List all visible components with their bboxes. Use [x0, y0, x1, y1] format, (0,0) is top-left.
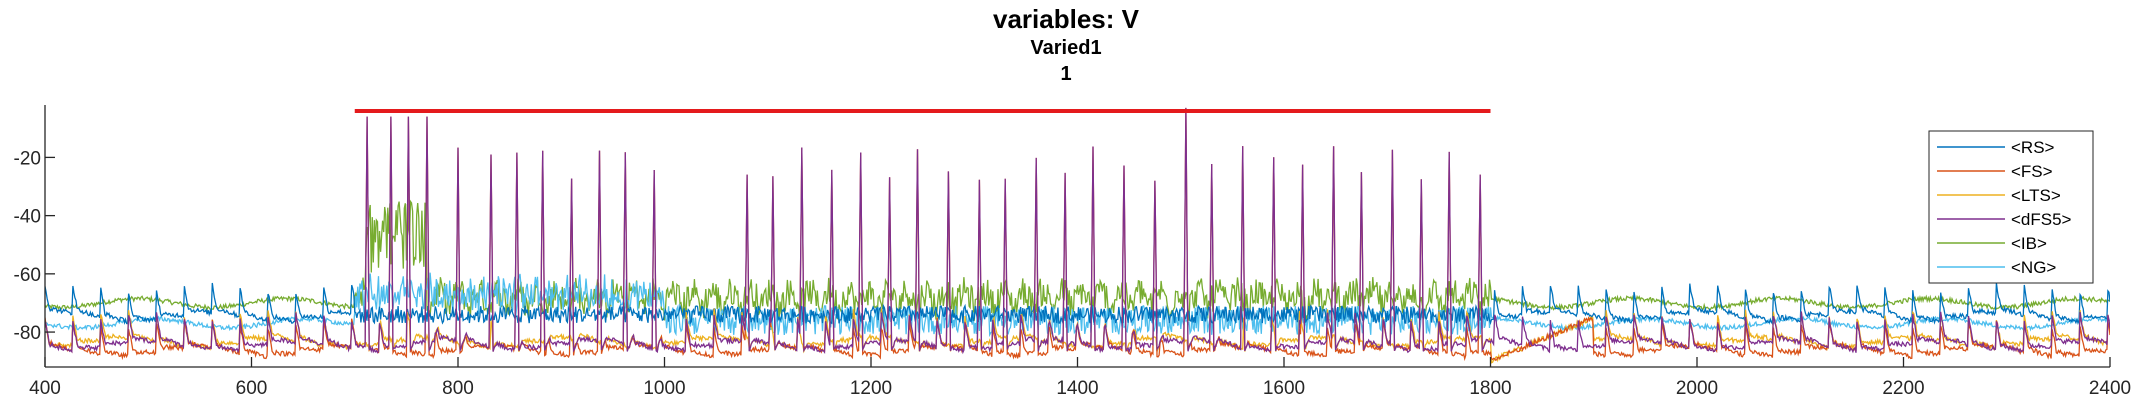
chart-title: variables: V [993, 4, 1140, 34]
series-layer [45, 107, 2110, 364]
x-tick-label: 2200 [1882, 378, 1924, 399]
legend: <RS> <FS> <LTS> <dFS5> <IB> <NG> [1928, 130, 2094, 284]
y-tick-label: -40 [14, 207, 41, 228]
legend-box [1928, 130, 2094, 284]
x-tick-label: 1200 [850, 378, 892, 399]
x-tick-label: 1600 [1263, 378, 1305, 399]
chart-titles: variables: V Varied1 1 [993, 4, 1140, 85]
legend-label: <LTS> [2011, 186, 2061, 205]
y-tick-label: -80 [14, 323, 41, 344]
x-tick-label: 400 [29, 378, 61, 399]
series-line-dfs5 [45, 107, 2110, 355]
legend-label: <IB> [2011, 234, 2047, 253]
x-tick-label: 1400 [1056, 378, 1098, 399]
x-tick-label: 800 [442, 378, 474, 399]
x-tick-label: 600 [236, 378, 268, 399]
legend-label: <RS> [2011, 138, 2055, 157]
legend-label: <FS> [2011, 162, 2053, 181]
x-tick-label: 2000 [1676, 378, 1718, 399]
series-line-ib [45, 199, 2110, 323]
y-tick-label: -60 [14, 265, 41, 286]
legend-label: <dFS5> [2011, 210, 2072, 229]
x-tick-label: 2400 [2089, 378, 2131, 399]
axes: 400 600 800 1000 1200 1400 1600 1800 2000 2200 240… [14, 105, 2131, 399]
chart-subtitle-index: 1 [1060, 63, 1071, 85]
y-tick-label: -20 [14, 148, 41, 169]
chart-subtitle: Varied1 [1030, 37, 1101, 59]
legend-label: <NG> [2011, 258, 2056, 277]
x-tick-label: 1800 [1469, 378, 1511, 399]
x-tick-label: 1000 [643, 378, 685, 399]
